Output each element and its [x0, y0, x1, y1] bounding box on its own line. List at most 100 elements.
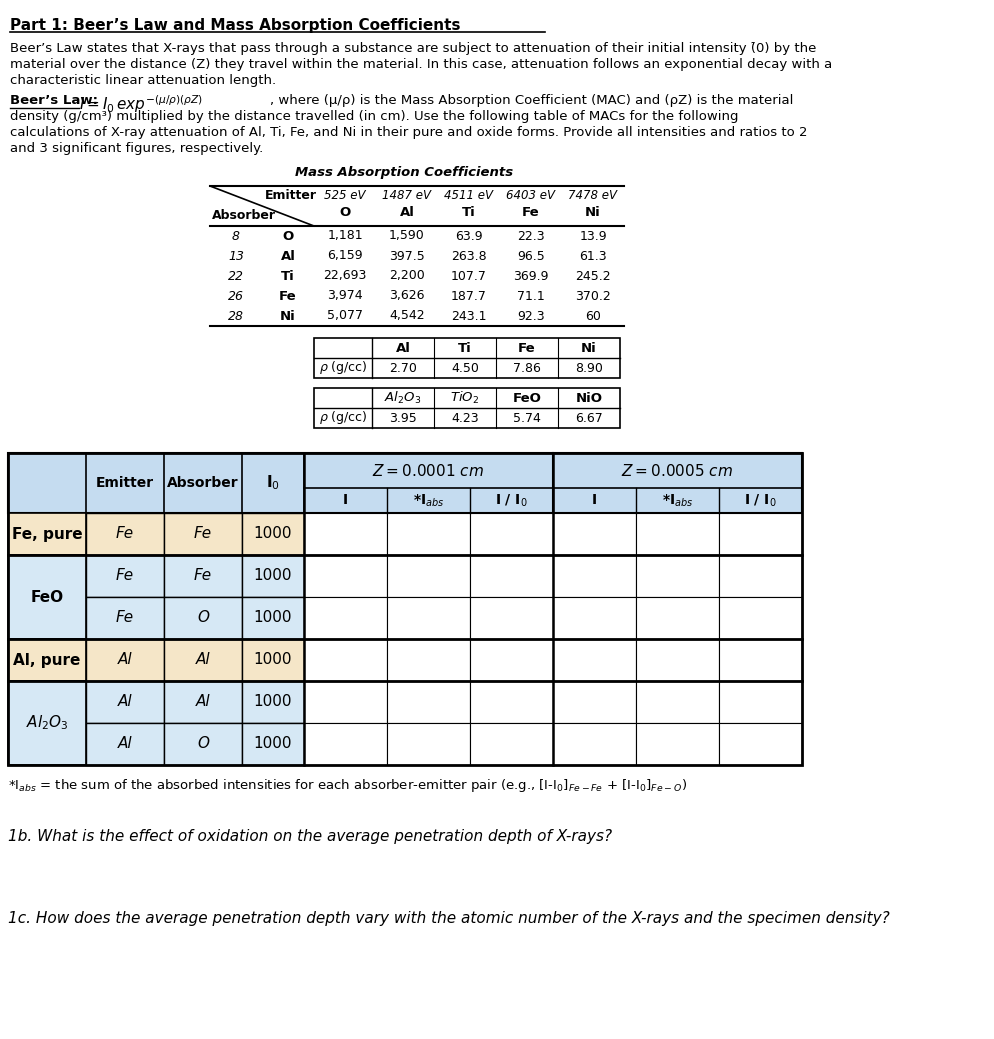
Text: 1b. What is the effect of oxidation on the average penetration depth of X-rays?: 1b. What is the effect of oxidation on t…: [8, 829, 612, 844]
Bar: [304, 723, 387, 765]
Text: 7478 eV: 7478 eV: [569, 189, 617, 202]
Text: *I$_{abs}$ = the sum of the absorbed intensities for each absorber-emitter pair : *I$_{abs}$ = the sum of the absorbed int…: [8, 777, 687, 794]
Text: 22,693: 22,693: [323, 269, 367, 283]
Bar: [314, 388, 620, 428]
Text: FeO: FeO: [513, 392, 542, 404]
Text: 1000: 1000: [253, 652, 292, 667]
Bar: [242, 681, 304, 723]
Text: 1487 eV: 1487 eV: [383, 189, 431, 202]
Bar: [8, 453, 802, 513]
Bar: [164, 597, 242, 639]
Text: 26: 26: [228, 290, 244, 302]
Bar: [719, 597, 802, 639]
Text: 397.5: 397.5: [389, 249, 424, 263]
Bar: [387, 597, 470, 639]
Text: , where (μ/ρ) is the Mass Absorption Coefficient (MAC) and (ρZ) is the material: , where (μ/ρ) is the Mass Absorption Coe…: [270, 94, 793, 107]
Bar: [719, 723, 802, 765]
Text: I / I$_0$: I / I$_0$: [495, 492, 528, 509]
Text: 3,974: 3,974: [327, 290, 363, 302]
Text: 525 eV: 525 eV: [324, 189, 366, 202]
Bar: [553, 681, 636, 723]
Bar: [304, 597, 387, 639]
Bar: [8, 513, 86, 555]
Text: 245.2: 245.2: [576, 269, 610, 283]
Text: Absorber: Absorber: [167, 476, 239, 490]
Text: Al: Al: [117, 737, 132, 751]
Text: calculations of X-ray attenuation of Al, Ti, Fe, and Ni in their pure and oxide : calculations of X-ray attenuation of Al,…: [10, 126, 807, 139]
Text: 369.9: 369.9: [513, 269, 549, 283]
Bar: [242, 639, 304, 681]
Bar: [470, 597, 553, 639]
Bar: [470, 681, 553, 723]
Text: 71.1: 71.1: [517, 290, 545, 302]
Text: I / I$_0$: I / I$_0$: [745, 492, 777, 509]
Text: 8: 8: [232, 230, 240, 242]
Bar: [387, 723, 470, 765]
Text: 4.23: 4.23: [451, 411, 479, 425]
Text: FeO: FeO: [31, 589, 64, 605]
Text: 5,077: 5,077: [327, 310, 363, 322]
Bar: [86, 513, 164, 555]
Text: Ti: Ti: [281, 269, 295, 283]
Text: Fe: Fe: [279, 290, 297, 302]
Text: 5.74: 5.74: [513, 411, 541, 425]
Text: Fe: Fe: [116, 527, 134, 541]
Text: Fe, pure: Fe, pure: [12, 527, 83, 541]
Bar: [470, 639, 553, 681]
Text: I: I: [592, 494, 597, 507]
Bar: [719, 555, 802, 597]
Text: Fe: Fe: [194, 568, 212, 584]
Text: 7.86: 7.86: [513, 362, 541, 374]
Bar: [553, 513, 636, 555]
Bar: [164, 555, 242, 597]
Text: $Z = 0.0005\ cm$: $Z = 0.0005\ cm$: [621, 462, 734, 479]
Bar: [242, 555, 304, 597]
Text: 263.8: 263.8: [451, 249, 487, 263]
Bar: [719, 681, 802, 723]
Bar: [242, 513, 304, 555]
Text: 6,159: 6,159: [327, 249, 363, 263]
Text: 96.5: 96.5: [517, 249, 545, 263]
Text: Mass Absorption Coefficients: Mass Absorption Coefficients: [295, 166, 513, 179]
Text: 13: 13: [228, 249, 244, 263]
Text: 370.2: 370.2: [576, 290, 611, 302]
Text: 4,542: 4,542: [390, 310, 424, 322]
Text: Al: Al: [196, 694, 211, 710]
Text: $\rho$ (g/cc): $\rho$ (g/cc): [319, 359, 367, 376]
Text: Ni: Ni: [585, 206, 601, 219]
Text: Ti: Ti: [462, 206, 476, 219]
Text: 2,200: 2,200: [389, 269, 424, 283]
Bar: [8, 453, 802, 765]
Text: NiO: NiO: [576, 392, 602, 404]
Bar: [636, 513, 719, 555]
Text: 3,626: 3,626: [390, 290, 424, 302]
Text: 2.70: 2.70: [389, 362, 416, 374]
Bar: [387, 681, 470, 723]
Bar: [164, 681, 242, 723]
Bar: [86, 723, 164, 765]
Text: 4511 eV: 4511 eV: [444, 189, 493, 202]
Text: 60: 60: [585, 310, 601, 322]
Text: 107.7: 107.7: [451, 269, 487, 283]
Text: Ni: Ni: [581, 342, 596, 354]
Bar: [242, 597, 304, 639]
Text: 13.9: 13.9: [580, 230, 606, 242]
Text: characteristic linear attenuation length.: characteristic linear attenuation length…: [10, 74, 276, 87]
Text: $I = I_0\,exp^{-(\mu/\rho)(\rho Z)}$: $I = I_0\,exp^{-(\mu/\rho)(\rho Z)}$: [79, 94, 203, 114]
Bar: [636, 555, 719, 597]
Text: Fe: Fe: [116, 568, 134, 584]
Bar: [314, 338, 620, 378]
Text: 1c. How does the average penetration depth vary with the atomic number of the X-: 1c. How does the average penetration dep…: [8, 911, 890, 926]
Text: *I$_{abs}$: *I$_{abs}$: [413, 492, 444, 509]
Text: Fe: Fe: [194, 527, 212, 541]
Bar: [719, 639, 802, 681]
Text: $Z = 0.0001\ cm$: $Z = 0.0001\ cm$: [373, 462, 484, 479]
Bar: [86, 681, 164, 723]
Bar: [304, 513, 387, 555]
Text: Al: Al: [117, 652, 132, 667]
Text: Al: Al: [196, 652, 211, 667]
Text: Al: Al: [280, 249, 295, 263]
Text: 1,181: 1,181: [327, 230, 363, 242]
Bar: [304, 681, 387, 723]
Text: O: O: [197, 611, 209, 625]
